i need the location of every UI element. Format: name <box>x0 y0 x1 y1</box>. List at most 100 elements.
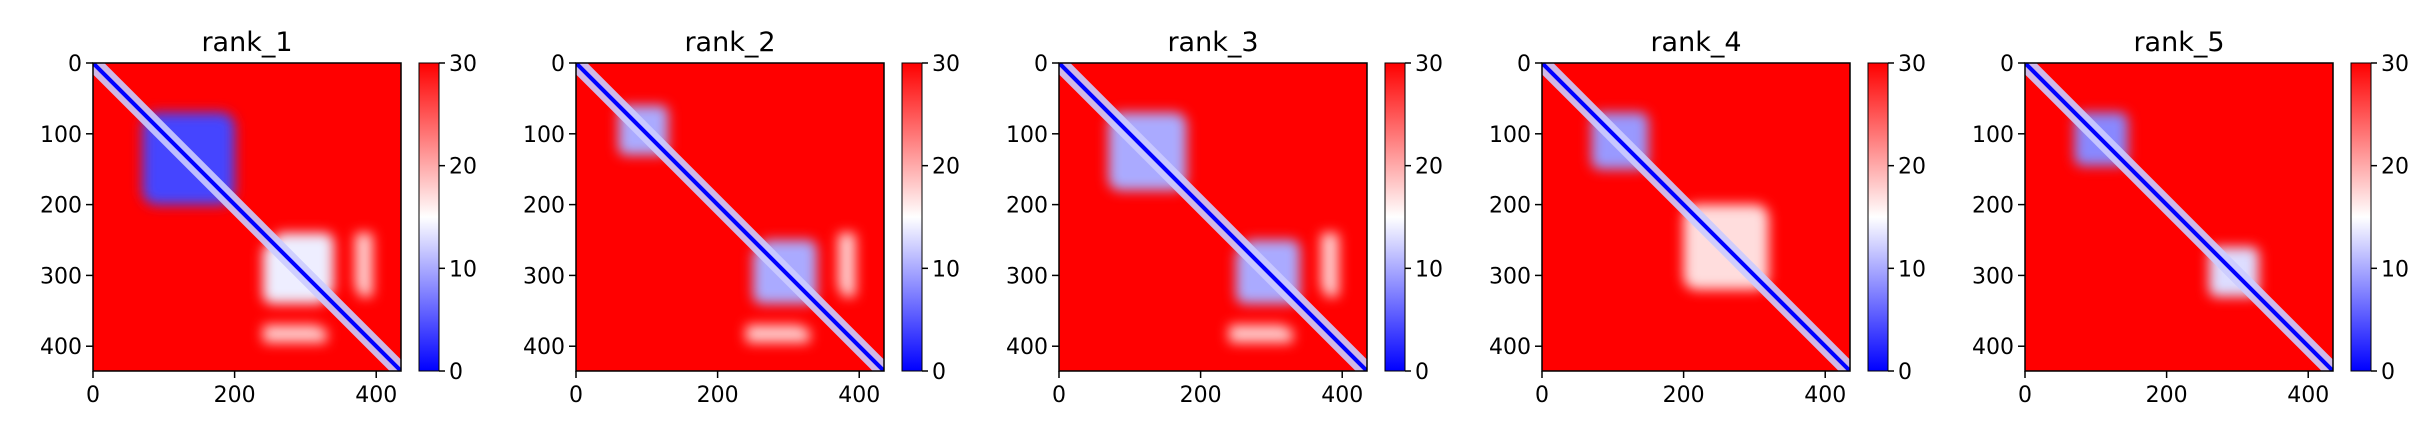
colorbar <box>902 63 922 371</box>
colorbar-tick-label: 10 <box>2381 257 2409 282</box>
diagonal-line <box>576 63 884 371</box>
x-tick-label: 400 <box>355 383 397 408</box>
colorbar-frame <box>1867 62 1889 372</box>
colorbar-frame <box>418 62 440 372</box>
y-tick-label: 400 <box>1489 335 1531 360</box>
y-tick-label: 100 <box>40 123 82 148</box>
x-tick-label: 200 <box>1663 383 1705 408</box>
heatmap-block <box>1236 328 1293 343</box>
x-tick-label: 200 <box>1180 383 1222 408</box>
x-tick-label: 0 <box>86 383 100 408</box>
y-tick-label: 200 <box>1972 194 2014 219</box>
y-tick-label: 200 <box>1489 194 1531 219</box>
chart-title: rank_3 <box>1167 27 1258 58</box>
colorbar-tick-label: 10 <box>1415 257 1443 282</box>
y-tick-label: 400 <box>1972 335 2014 360</box>
colorbar <box>2351 63 2371 371</box>
x-tick-label: 200 <box>697 383 739 408</box>
axes-frame <box>2024 62 2334 372</box>
colorbar-tick-label: 0 <box>1898 360 1912 385</box>
axes-frame <box>92 62 402 372</box>
y-tick-label: 400 <box>523 335 565 360</box>
colorbar-tick-label: 10 <box>932 257 960 282</box>
chart-title: rank_2 <box>684 27 775 58</box>
heatmap-block <box>753 328 810 343</box>
colorbar-frame <box>1384 62 1406 372</box>
y-tick-label: 100 <box>1972 123 2014 148</box>
y-tick-label: 100 <box>1489 123 1531 148</box>
y-tick-label: 100 <box>1006 123 1048 148</box>
y-tick-label: 400 <box>40 335 82 360</box>
heatmap-block <box>270 328 327 343</box>
colorbar-tick-label: 20 <box>1898 155 1926 180</box>
diagonal-line <box>1059 63 1367 371</box>
colorbar-tick-label: 10 <box>1898 257 1926 282</box>
heatmap-area <box>1542 63 1850 371</box>
x-tick-label: 0 <box>1535 383 1549 408</box>
y-tick-label: 0 <box>1517 52 1531 77</box>
heatmap-block-mirror <box>841 240 856 297</box>
chart-title: rank_1 <box>201 27 292 58</box>
colorbar-frame <box>2350 62 2372 372</box>
colorbar <box>419 63 439 371</box>
y-tick-label: 300 <box>523 264 565 289</box>
y-tick-label: 200 <box>40 194 82 219</box>
heatmap-block-mirror <box>1324 240 1339 297</box>
y-tick-label: 400 <box>1006 335 1048 360</box>
colorbar-frame <box>901 62 923 372</box>
colorbar-tick-label: 20 <box>449 155 477 180</box>
y-tick-label: 300 <box>1006 264 1048 289</box>
y-tick-label: 200 <box>1006 194 1048 219</box>
colorbar-tick-label: 30 <box>932 52 960 77</box>
x-tick-label: 400 <box>2287 383 2329 408</box>
axes-frame <box>575 62 885 372</box>
x-tick-label: 0 <box>2018 383 2032 408</box>
colorbar-tick-label: 20 <box>2381 155 2409 180</box>
y-tick-label: 100 <box>523 123 565 148</box>
x-tick-label: 400 <box>1321 383 1363 408</box>
colorbar-tick-label: 20 <box>1415 155 1443 180</box>
heatmap-area <box>1059 63 1367 371</box>
colorbar-tick-label: 30 <box>2381 52 2409 77</box>
colorbar-tick-label: 30 <box>449 52 477 77</box>
x-tick-label: 400 <box>1804 383 1846 408</box>
axes-frame <box>1541 62 1851 372</box>
colorbar-tick-label: 0 <box>449 360 463 385</box>
colorbar-tick-label: 30 <box>1898 52 1926 77</box>
heatmap-area <box>93 63 401 371</box>
y-tick-label: 0 <box>2000 52 2014 77</box>
chart-title: rank_4 <box>1650 27 1741 58</box>
chart-title: rank_5 <box>2133 27 2224 58</box>
colorbar-tick-label: 0 <box>1415 360 1429 385</box>
heatmap-area <box>576 63 884 371</box>
y-tick-label: 300 <box>1972 264 2014 289</box>
heatmap-block-mirror <box>358 240 373 297</box>
axes-frame <box>1058 62 1368 372</box>
colorbar-tick-label: 0 <box>2381 360 2395 385</box>
x-tick-label: 0 <box>569 383 583 408</box>
y-tick-label: 300 <box>1489 264 1531 289</box>
diagonal-line <box>1542 63 1850 371</box>
colorbar-tick-label: 10 <box>449 257 477 282</box>
colorbar-tick-label: 0 <box>932 360 946 385</box>
diagonal-line <box>93 63 401 371</box>
y-tick-label: 300 <box>40 264 82 289</box>
heatmap-area <box>2025 63 2333 371</box>
y-tick-label: 0 <box>68 52 82 77</box>
x-tick-label: 200 <box>2146 383 2188 408</box>
x-tick-label: 400 <box>838 383 880 408</box>
x-tick-label: 0 <box>1052 383 1066 408</box>
y-tick-label: 200 <box>523 194 565 219</box>
colorbar <box>1385 63 1405 371</box>
colorbar-tick-label: 20 <box>932 155 960 180</box>
diagonal-line <box>2025 63 2333 371</box>
colorbar <box>1868 63 1888 371</box>
x-tick-label: 200 <box>214 383 256 408</box>
colorbar-tick-label: 30 <box>1415 52 1443 77</box>
y-tick-label: 0 <box>551 52 565 77</box>
